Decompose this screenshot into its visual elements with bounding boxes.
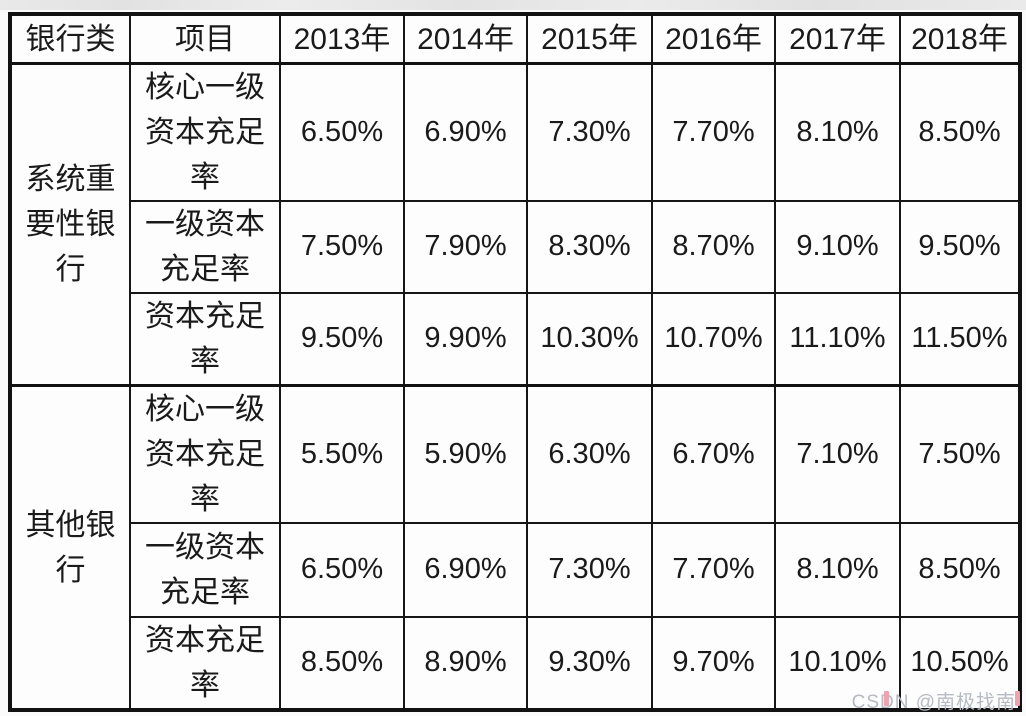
watermark-accent-mark: [1015, 691, 1020, 706]
value-cell: 5.90%: [403, 384, 528, 524]
value-cell: 8.50%: [279, 616, 405, 711]
value-cell: 8.50%: [899, 522, 1021, 618]
value-cell: 10.50%: [899, 616, 1021, 711]
value-cell: 9.50%: [279, 292, 405, 387]
item-cell: 资本充足率: [129, 292, 281, 387]
value-cell: 9.70%: [651, 616, 776, 711]
item-cell: 资本充足率: [129, 616, 281, 711]
table-row: 系统重要性银行 核心一级资本充足率 6.50% 6.90% 7.30% 7.70…: [9, 62, 1021, 387]
value-cell: 9.10%: [774, 200, 901, 294]
column-header-2013: 2013年: [279, 13, 405, 65]
item-cell: 核心一级资本充足率: [129, 62, 281, 202]
value-cell: 7.70%: [651, 522, 776, 618]
value-cell: 8.10%: [774, 62, 901, 202]
value-cell: 8.30%: [526, 200, 653, 294]
table-row: 资本充足率 9.50% 9.90% 10.30% 10.70% 11.10% 1…: [10, 292, 1021, 387]
value-cell: 7.90%: [403, 200, 528, 294]
column-header-2017: 2017年: [774, 13, 901, 65]
value-cell: 11.50%: [899, 292, 1021, 387]
page-top-edge-strip: [0, 0, 1026, 10]
value-cell: 7.10%: [774, 384, 901, 524]
value-cell: 6.70%: [651, 384, 776, 524]
table-row: 一级资本充足率 7.50% 7.90% 8.30% 8.70% 9.10% 9.…: [10, 200, 1021, 294]
table-row: 一级资本充足率 6.50% 6.90% 7.30% 7.70% 8.10% 8.…: [10, 522, 1021, 618]
watermark-accent-mark: [883, 691, 889, 706]
value-cell: 10.10%: [774, 616, 901, 711]
item-cell: 一级资本充足率: [129, 200, 281, 294]
value-cell: 7.50%: [899, 384, 1021, 524]
value-cell: 8.50%: [899, 62, 1021, 202]
group-cell-systemic-banks: 系统重要性银行: [9, 62, 131, 387]
value-cell: 7.30%: [526, 62, 653, 202]
value-cell: 7.30%: [526, 522, 653, 618]
value-cell: 5.50%: [279, 384, 405, 524]
value-cell: 7.50%: [279, 200, 405, 294]
column-header-bank-type: 银行类: [9, 13, 131, 65]
capital-adequacy-table: 银行类 项目 2013年 2014年 2015年 2016年 2017年 201…: [8, 12, 1022, 712]
table-row: 资本充足率 8.50% 8.90% 9.30% 9.70% 10.10% 10.…: [10, 616, 1021, 711]
header-row: 银行类 项目 2013年 2014年 2015年 2016年 2017年 201…: [9, 13, 1021, 65]
table-row: 其他银行 核心一级资本充足率 5.50% 5.90% 6.30% 6.70% 7…: [9, 384, 1021, 711]
column-header-item: 项目: [129, 13, 281, 65]
item-cell: 一级资本充足率: [129, 522, 281, 618]
item-cell: 核心一级资本充足率: [129, 384, 281, 524]
value-cell: 6.30%: [526, 384, 653, 524]
watermark-text: CSDN @南极找南: [851, 692, 1016, 713]
value-cell: 6.90%: [403, 62, 528, 202]
value-cell: 8.10%: [774, 522, 901, 618]
value-cell: 9.50%: [899, 200, 1021, 294]
value-cell: 9.30%: [526, 616, 653, 711]
column-header-2015: 2015年: [526, 13, 653, 65]
value-cell: 8.70%: [651, 200, 776, 294]
value-cell: 11.10%: [774, 292, 901, 387]
value-cell: 10.30%: [526, 292, 653, 387]
value-cell: 6.90%: [403, 522, 528, 618]
value-cell: 7.70%: [651, 62, 776, 202]
column-header-2014: 2014年: [403, 13, 528, 65]
group-cell-other-banks: 其他银行: [9, 384, 131, 711]
value-cell: 10.70%: [651, 292, 776, 387]
column-header-2016: 2016年: [651, 13, 776, 65]
watermark: CSDN @南极找南: [851, 687, 1020, 714]
value-cell: 9.90%: [403, 292, 528, 387]
value-cell: 6.50%: [279, 62, 405, 202]
value-cell: 8.90%: [403, 616, 528, 711]
value-cell: 6.50%: [279, 522, 405, 618]
column-header-2018: 2018年: [899, 13, 1021, 65]
